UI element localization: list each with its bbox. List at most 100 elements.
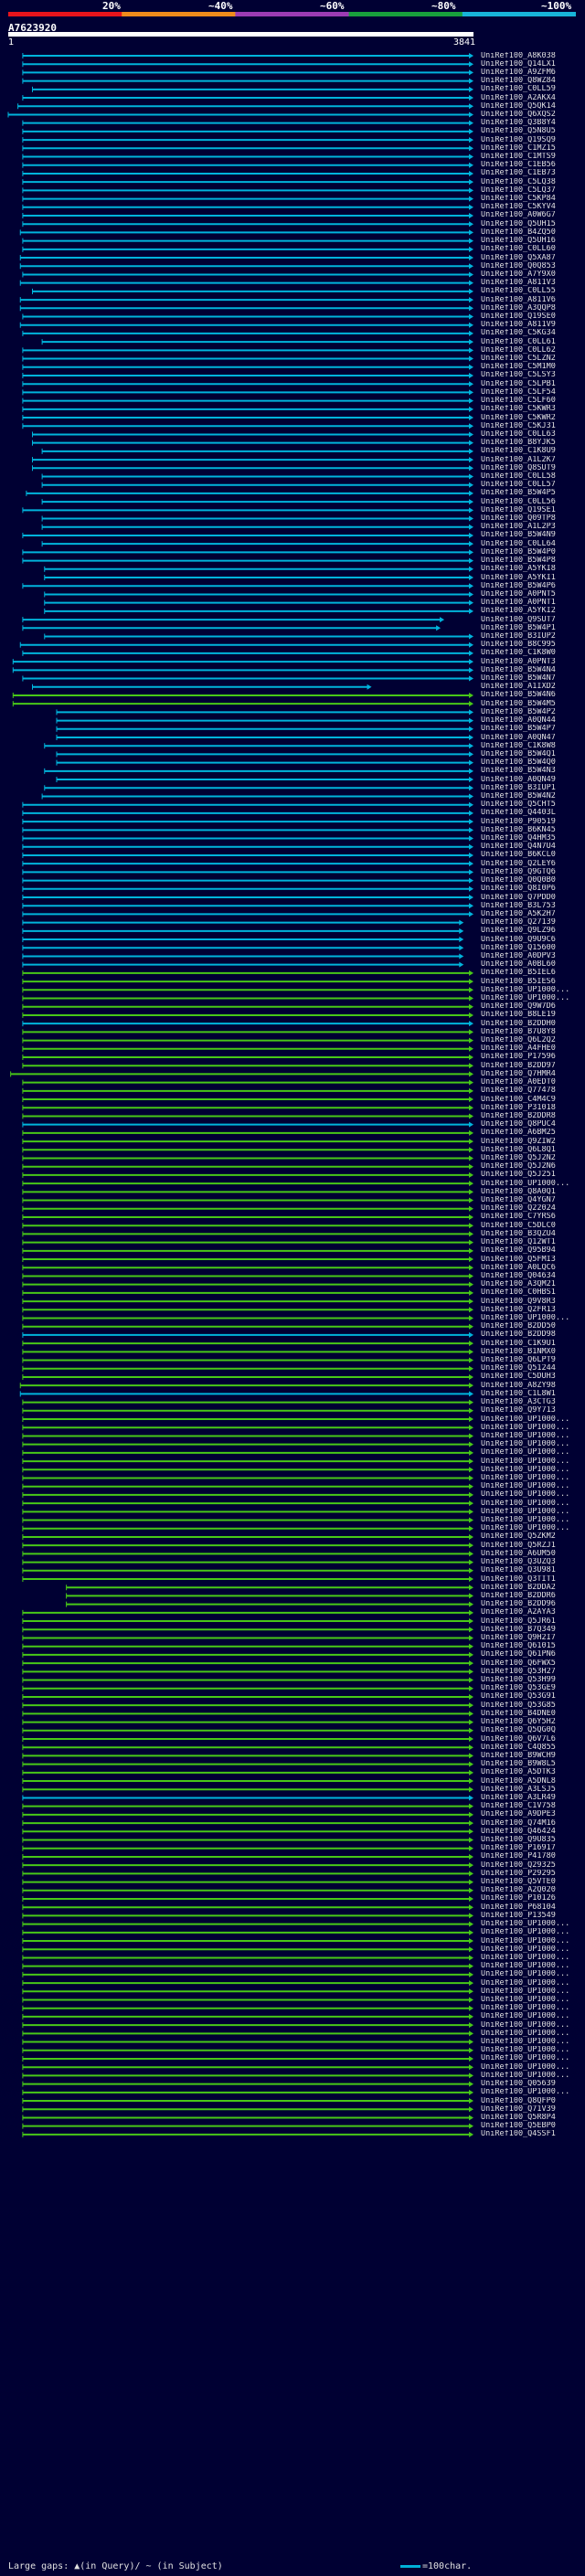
hit-bar[interactable] <box>22 1871 473 1877</box>
hit-label[interactable]: UniRef100_Q5FMI3 <box>481 1255 556 1264</box>
hit-label[interactable]: UniRef100_A5YKI8 <box>481 565 556 574</box>
hit-label[interactable]: UniRef100_Q4N7U4 <box>481 843 556 852</box>
hit-bar[interactable] <box>22 617 445 623</box>
hit-bar[interactable] <box>22 398 473 404</box>
hit-bar[interactable] <box>22 137 473 143</box>
hit-bar[interactable] <box>22 1147 473 1153</box>
hit-label[interactable]: UniRef100_B9WCH9 <box>481 1751 556 1760</box>
hit-label[interactable]: UniRef100_C7YRS6 <box>481 1213 556 1222</box>
hit-label[interactable]: UniRef100_UP1000... <box>481 2088 570 2097</box>
hit-label[interactable]: UniRef100_C5KWR3 <box>481 405 556 414</box>
hit-bar[interactable] <box>22 1551 473 1557</box>
hit-bar[interactable] <box>44 599 473 606</box>
hit-bar[interactable] <box>66 1601 473 1607</box>
hit-label[interactable]: UniRef100_C5DUH3 <box>481 1373 556 1382</box>
hit-label[interactable]: UniRef100_Q05639 <box>481 2080 556 2089</box>
hit-label[interactable]: UniRef100_A8ZY98 <box>481 1381 556 1390</box>
hit-bar[interactable] <box>22 1769 473 1776</box>
hit-bar[interactable] <box>22 1677 473 1683</box>
hit-bar[interactable] <box>41 515 473 522</box>
hit-label[interactable]: UniRef100_C5LPB1 <box>481 379 556 388</box>
hit-label[interactable]: UniRef100_A0W6G7 <box>481 211 556 220</box>
hit-bar[interactable] <box>44 768 473 774</box>
hit-bar[interactable] <box>22 1753 473 1759</box>
hit-label[interactable]: UniRef100_Q8SUT9 <box>481 463 556 472</box>
hit-bar[interactable] <box>22 1247 473 1254</box>
hit-label[interactable]: UniRef100_A2AYA3 <box>481 1608 556 1617</box>
hit-label[interactable]: UniRef100_Q9Y713 <box>481 1406 556 1415</box>
hit-label[interactable]: UniRef100_UP1000... <box>481 1457 570 1466</box>
hit-bar[interactable] <box>22 1163 473 1170</box>
hit-label[interactable]: UniRef100_Q9SUT7 <box>481 615 556 624</box>
hit-bar[interactable] <box>22 1475 473 1481</box>
hit-bar[interactable] <box>22 1727 473 1733</box>
hit-label[interactable]: UniRef100_A8K038 <box>481 51 556 60</box>
hit-bar[interactable] <box>22 1045 473 1052</box>
hit-label[interactable]: UniRef100_B6KN45 <box>481 825 556 834</box>
hit-label[interactable]: UniRef100_Q3TIT1 <box>481 1574 556 1584</box>
hit-bar[interactable] <box>22 549 473 556</box>
hit-label[interactable]: UniRef100_A0PNT3 <box>481 657 556 666</box>
hit-bar[interactable] <box>44 591 473 598</box>
hit-bar[interactable] <box>22 145 473 152</box>
hit-label[interactable]: UniRef100_Q71V39 <box>481 2104 556 2114</box>
hit-bar[interactable] <box>22 1946 473 1953</box>
hit-bar[interactable] <box>22 1921 473 1927</box>
hit-bar[interactable] <box>22 1129 473 1136</box>
hit-bar[interactable] <box>12 701 473 707</box>
hit-label[interactable]: UniRef100_A0QN47 <box>481 733 556 742</box>
hit-label[interactable]: UniRef100_A3LR49 <box>481 1793 556 1802</box>
hit-label[interactable]: UniRef100_B5W4P2 <box>481 707 556 716</box>
hit-label[interactable]: UniRef100_Q53G91 <box>481 1692 556 1701</box>
hit-bar[interactable] <box>22 852 473 858</box>
hit-bar[interactable] <box>22 355 473 362</box>
hit-bar[interactable] <box>22 1029 473 1035</box>
hit-label[interactable]: UniRef100_B8LE19 <box>481 1011 556 1020</box>
hit-bar[interactable] <box>41 793 473 800</box>
hit-bar[interactable] <box>22 406 473 412</box>
hit-label[interactable]: UniRef100_P10126 <box>481 1894 556 1903</box>
hit-bar[interactable] <box>22 271 473 278</box>
hit-bar[interactable] <box>22 372 473 378</box>
hit-label[interactable]: UniRef100_A5DTK3 <box>481 1768 556 1777</box>
hit-bar[interactable] <box>22 246 473 252</box>
hit-bar[interactable] <box>22 928 464 934</box>
hit-label[interactable]: UniRef100_UP1000... <box>481 2062 570 2072</box>
hit-bar[interactable] <box>22 911 473 917</box>
hit-label[interactable]: UniRef100_P41780 <box>481 1852 556 1861</box>
hit-label[interactable]: UniRef100_B5W4P5 <box>481 489 556 498</box>
hit-bar[interactable] <box>12 667 473 673</box>
hit-bar[interactable] <box>26 490 473 496</box>
hit-bar[interactable] <box>32 457 473 463</box>
hit-label[interactable]: UniRef100_UP1000... <box>481 1970 570 1979</box>
hit-label[interactable]: UniRef100_P13549 <box>481 1911 556 1920</box>
hit-label[interactable]: UniRef100_Q5ZKM2 <box>481 1532 556 1542</box>
hit-label[interactable]: UniRef100_UP1000... <box>481 2071 570 2080</box>
hit-bar[interactable] <box>22 1425 473 1431</box>
hit-label[interactable]: UniRef100_C1K8W0 <box>481 649 556 658</box>
hit-bar[interactable] <box>22 1121 473 1128</box>
hit-bar[interactable] <box>22 1299 473 1305</box>
hit-bar[interactable] <box>22 1189 473 1195</box>
hit-bar[interactable] <box>22 801 473 808</box>
hit-label[interactable]: UniRef100_B3QZU4 <box>481 1229 556 1238</box>
hit-bar[interactable] <box>22 995 473 1002</box>
hit-bar[interactable] <box>22 1181 473 1187</box>
hit-label[interactable]: UniRef100_B5W4N7 <box>481 674 556 684</box>
hit-label[interactable]: UniRef100_UP1000... <box>481 1987 570 1996</box>
hit-bar[interactable] <box>22 1171 473 1178</box>
hit-label[interactable]: UniRef100_P31018 <box>481 1103 556 1112</box>
hit-label[interactable]: UniRef100_Q5UH16 <box>481 237 556 246</box>
hit-bar[interactable] <box>22 1609 473 1616</box>
hit-label[interactable]: UniRef100_A1L2P3 <box>481 523 556 532</box>
hit-bar[interactable] <box>22 1373 473 1380</box>
hit-bar[interactable] <box>22 347 473 354</box>
hit-label[interactable]: UniRef100_B5W4N4 <box>481 665 556 674</box>
hit-label[interactable]: UniRef100_B5W4M5 <box>481 699 556 708</box>
hit-label[interactable]: UniRef100_Q3UZQ3 <box>481 1558 556 1567</box>
hit-bar[interactable] <box>22 1500 473 1507</box>
hit-label[interactable]: UniRef100_P68104 <box>481 1903 556 1912</box>
hit-label[interactable]: UniRef100_B5W4N2 <box>481 791 556 800</box>
hit-bar[interactable] <box>22 650 473 656</box>
hit-bar[interactable] <box>7 111 473 118</box>
